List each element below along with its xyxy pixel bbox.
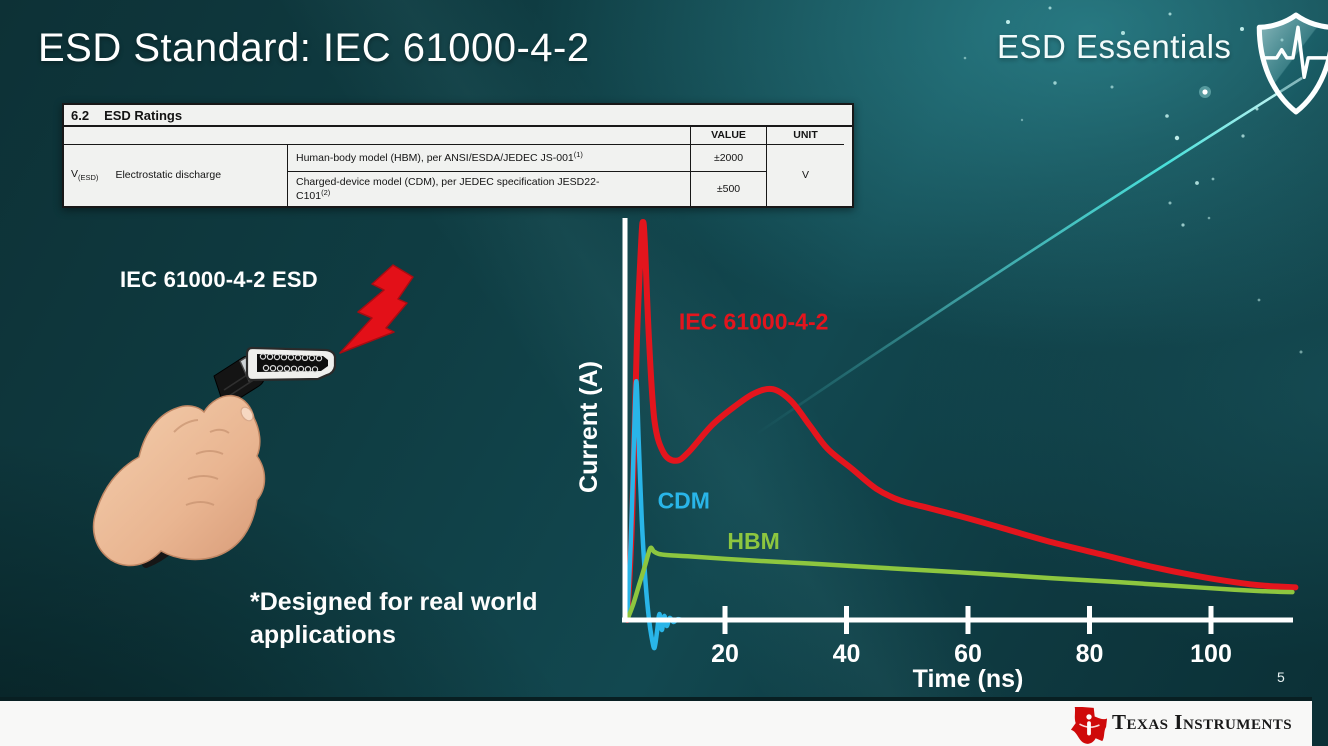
tick-label-80: 80 — [1076, 640, 1104, 668]
y-axis-label: Current (A) — [575, 361, 603, 493]
curve-iec-61000-4-2 — [624, 219, 1299, 623]
header-empty-cell — [64, 127, 690, 144]
series-labels: IEC 61000-4-2 CDM HBM — [658, 308, 829, 554]
connector-ridges — [223, 372, 256, 397]
ti-i-stem — [1087, 721, 1091, 736]
parameter: Electrostatic discharge — [115, 169, 222, 182]
page-number: 5 — [1277, 669, 1285, 685]
heartbeat-line — [1261, 25, 1328, 79]
sparkle-dots — [963, 6, 1303, 354]
header-unit: UNIT — [766, 127, 844, 144]
series-label-cdm: CDM — [658, 488, 710, 514]
tick-label-100: 100 — [1190, 640, 1232, 668]
comet-dot — [1202, 89, 1208, 95]
footer-bar: Texas Instruments — [0, 697, 1312, 746]
lightning-bolt-icon — [339, 264, 414, 354]
fingernail — [240, 406, 254, 422]
illustration-label: IEC 61000-4-2 ESD — [120, 267, 318, 292]
x-axis-label: Time (ns) — [913, 665, 1024, 693]
curve-hbm — [624, 545, 1295, 623]
row2-description: Charged-device model (CDM), per JEDEC sp… — [287, 171, 690, 206]
table-grid: VALUE UNIT V(ESD) Electrostatic discharg… — [64, 125, 852, 206]
esd-waveform-chart: 20 40 60 80 100 Time (ns) Current (A) IEC 61… — [575, 218, 1299, 693]
x-axis-ticks: 20 40 60 80 100 — [711, 606, 1232, 668]
hdmi-pins — [259, 353, 323, 373]
table-heading: 6.2 ESD Ratings — [64, 105, 852, 125]
page-title: ESD Standard: IEC 61000-4-2 — [38, 26, 590, 70]
comet-streak — [754, 76, 1303, 437]
chart-curves — [624, 219, 1299, 651]
footnote: *Designed for real world applications — [250, 586, 538, 652]
ti-logo-icon — [1070, 706, 1108, 744]
table-heading-number: 6.2 — [71, 108, 90, 123]
symbol: V(ESD) — [71, 168, 99, 183]
ti-wordmark: Texas Instruments — [1112, 710, 1293, 734]
tick-label-60: 60 — [954, 640, 982, 668]
table-heading-text: ESD Ratings — [104, 108, 183, 123]
hand-connector-illustration — [92, 264, 414, 568]
esd-ratings-table: 6.2 ESD Ratings VALUE UNIT V(ESD) Electr… — [62, 103, 854, 208]
series-label-hbm: HBM — [727, 528, 779, 554]
tick-label-40: 40 — [833, 640, 861, 668]
series-label-iec-61000-4-2: IEC 61000-4-2 — [679, 308, 829, 334]
hand — [92, 394, 266, 567]
finger-creases — [173, 419, 230, 506]
curve-cdm — [624, 378, 694, 651]
shield-pulse-icon — [1256, 12, 1328, 115]
footnote-line2: applications — [250, 621, 396, 649]
row2-value: ±500 — [690, 171, 766, 206]
unit-cell: V — [766, 144, 844, 206]
tick-label-20: 20 — [711, 640, 739, 668]
row1-value: ±2000 — [690, 144, 766, 171]
row1-description: Human-body model (HBM), per ANSI/ESDA/JE… — [287, 144, 690, 171]
ti-i-dot — [1086, 714, 1092, 720]
symbol-cell: V(ESD) Electrostatic discharge — [64, 144, 287, 206]
ti-swoosh — [1079, 723, 1100, 728]
footnote-line1: *Designed for real world — [250, 588, 538, 616]
header-value: VALUE — [690, 127, 766, 144]
brand-title: ESD Essentials — [997, 28, 1232, 65]
